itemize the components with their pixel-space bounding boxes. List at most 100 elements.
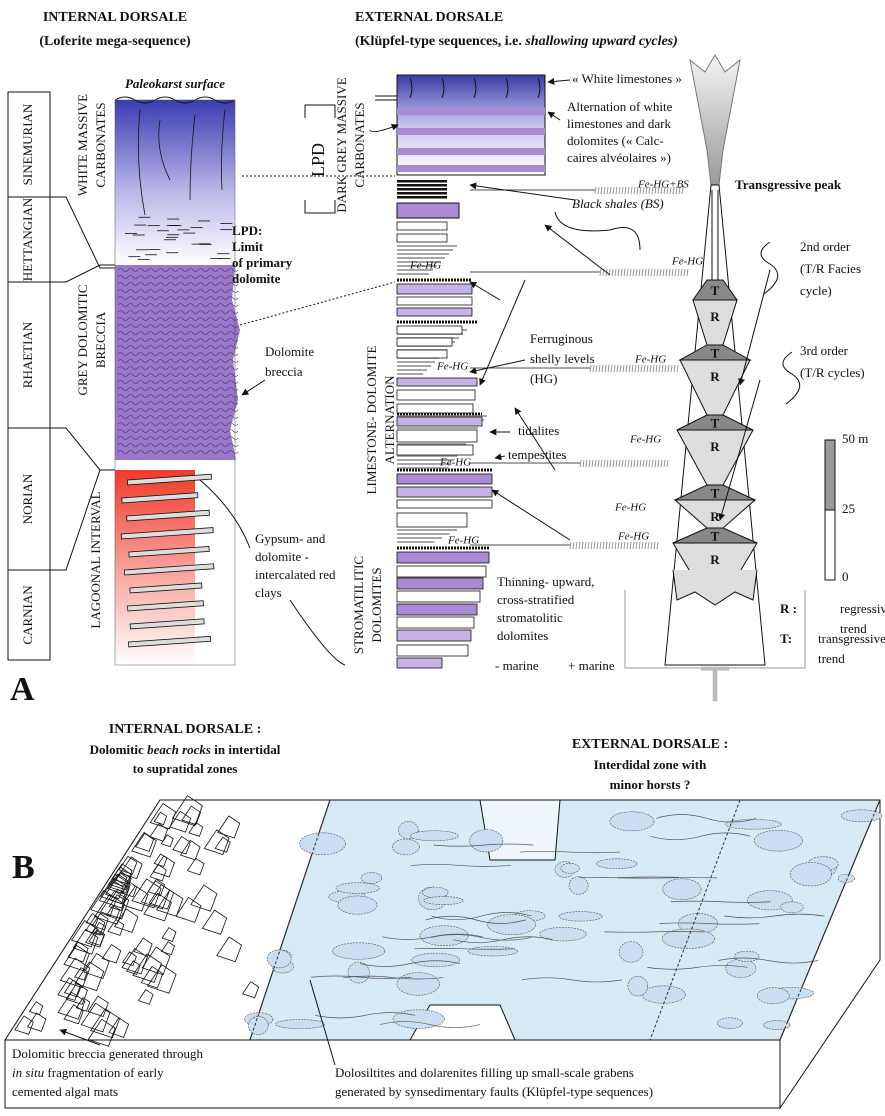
correlation — [576, 542, 577, 549]
label: R : — [780, 601, 797, 616]
label: tempestites — [508, 447, 567, 462]
leader — [555, 212, 640, 250]
correlation — [651, 542, 652, 549]
purple-bed — [397, 658, 442, 668]
label: cycle) — [800, 283, 832, 298]
header-part: beach rocks — [147, 742, 211, 757]
bed — [397, 390, 475, 400]
sediment-patch — [734, 951, 759, 961]
label: Fe-HG — [671, 256, 703, 268]
correlation — [600, 542, 601, 549]
sediment-patch — [300, 833, 346, 855]
correlation — [616, 460, 617, 467]
label: Interdidal zone with — [594, 757, 707, 772]
correlation — [598, 460, 599, 467]
correlation — [607, 187, 608, 194]
sediment-patch — [422, 887, 448, 898]
header-title: INTERNAL DORSALE — [43, 10, 187, 25]
correlation — [654, 542, 655, 549]
label: clays — [255, 585, 282, 600]
label: Fe-HG — [634, 354, 666, 366]
label: DOLOMITES — [369, 567, 384, 642]
dolomitic-breccia — [115, 265, 240, 460]
label: 2nd order — [800, 239, 851, 254]
label: Thinning- upward, — [497, 574, 594, 589]
correlation — [621, 542, 622, 549]
sediment-patch — [470, 830, 503, 852]
label: A — [10, 671, 35, 708]
label: (T/R Facies — [800, 261, 861, 276]
label: (T/R cycles) — [800, 365, 865, 380]
label: LIMESTONE- DOLOMITE — [364, 346, 379, 495]
sediment-patch — [757, 988, 789, 1004]
correlation — [590, 365, 591, 372]
correlation — [648, 269, 649, 276]
caption-line: in situ fragmentation of early — [12, 1065, 164, 1080]
correlation — [611, 365, 612, 372]
sediment-patch — [726, 819, 782, 829]
label: NORIAN — [20, 473, 35, 524]
bed — [397, 513, 467, 527]
label: Fe-HG — [409, 260, 441, 272]
sediment-patch — [569, 877, 588, 895]
correlation — [687, 269, 688, 276]
connector — [50, 428, 115, 470]
sediment-patch — [468, 946, 518, 956]
lower-spikes — [673, 570, 757, 605]
correlation — [620, 365, 621, 372]
black-shale — [397, 184, 447, 187]
correlation — [597, 542, 598, 549]
correlation — [655, 460, 656, 467]
bed — [397, 591, 480, 602]
correlation — [627, 542, 628, 549]
sediment-patch — [619, 942, 643, 963]
arrow — [492, 490, 570, 540]
sediment-patch — [397, 973, 440, 996]
sediment-patch — [726, 959, 756, 978]
label: + marine — [568, 658, 615, 673]
sediment-patch — [424, 897, 464, 905]
correlation — [653, 365, 654, 372]
correlation — [623, 365, 624, 372]
correlation — [591, 542, 592, 549]
label: LPD — [308, 143, 328, 177]
correlation — [622, 460, 623, 467]
label: dolomite - — [255, 549, 309, 564]
header-line: Dolomitic beach rocks in intertidal — [90, 742, 281, 757]
correlation — [608, 365, 609, 372]
correlation — [662, 365, 663, 372]
correlation — [656, 365, 657, 372]
correlation — [598, 187, 599, 194]
correlation — [660, 269, 661, 276]
correlation — [604, 187, 605, 194]
label: T — [711, 528, 720, 543]
leader — [290, 600, 345, 665]
label: WHITE MASSIVE — [75, 94, 90, 196]
correlation — [646, 460, 647, 467]
label: DARK GREY MASSIVE — [334, 77, 349, 212]
top-spike — [690, 55, 740, 185]
label: R — [710, 369, 720, 384]
label: R — [710, 439, 720, 454]
correlation — [612, 269, 613, 276]
label: generated by synsedimentary faults (Klüp… — [335, 1084, 653, 1099]
correlation — [610, 187, 611, 194]
correlation — [681, 269, 682, 276]
correlation — [638, 365, 639, 372]
bed — [397, 500, 492, 508]
label: caires alvéolaires ») — [567, 150, 671, 165]
label: LPD: — [232, 223, 262, 238]
arrow — [545, 225, 610, 275]
label: EXTERNAL DORSALE : — [572, 737, 728, 752]
correlation — [619, 460, 620, 467]
bed — [397, 445, 473, 455]
correlation — [583, 460, 584, 467]
correlation — [640, 460, 641, 467]
arrow — [548, 112, 560, 120]
correlation — [654, 269, 655, 276]
correlation — [639, 542, 640, 549]
correlation — [585, 542, 586, 549]
label: tidalites — [518, 423, 559, 438]
label: B — [12, 849, 35, 886]
bed — [397, 617, 474, 628]
